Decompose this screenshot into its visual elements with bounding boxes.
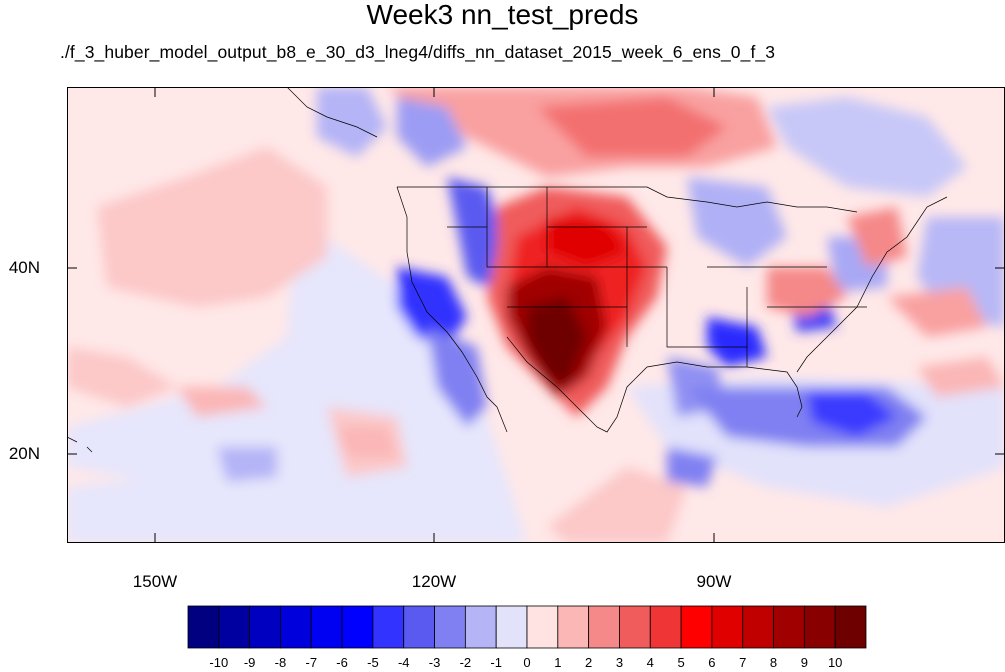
colorbar-swatch	[403, 605, 435, 649]
colorbar-swatch	[341, 605, 374, 649]
colorbar-tick-label: 3	[615, 655, 624, 670]
plot-subtitle: ./f_3_huber_model_output_b8_e_30_d3_lneg…	[60, 42, 776, 62]
coastlines	[67, 87, 948, 453]
colorbar-tick-label: -10	[209, 655, 229, 670]
lat-label-20n: 20N	[8, 444, 40, 463]
colorbar-swatch	[280, 605, 312, 649]
colorbar-tick-label: 4	[646, 655, 654, 670]
colorbar-tick-label: -1	[490, 655, 502, 670]
colorbar-tick-label: 8	[769, 655, 778, 670]
colorbar-tick-label: 6	[708, 655, 716, 670]
colorbar-tick-label: -2	[459, 655, 472, 670]
colorbar-swatch	[803, 605, 836, 649]
colorbar-swatch	[588, 605, 620, 649]
colorbar-swatch	[249, 605, 281, 649]
colorbar-swatch	[711, 605, 744, 649]
colorbar-tick-label: 7	[739, 655, 747, 670]
colorbar-tick-label: -4	[397, 655, 410, 670]
colorbar-tick-label: 2	[585, 655, 593, 670]
axis-ticks	[67, 87, 1005, 543]
colorbar-swatch	[218, 605, 251, 649]
colorbar-swatch	[834, 605, 867, 649]
colorbar-tick-label: 9	[800, 655, 808, 670]
colorbar-tick-label: -3	[428, 655, 441, 670]
lat-label-40n: 40N	[8, 258, 40, 277]
colorbar	[187, 605, 867, 649]
colorbar-swatch	[619, 605, 651, 649]
colorbar-swatch	[680, 605, 713, 649]
colorbar-tick-label: 1	[554, 655, 562, 670]
colorbar-tick-label: -8	[274, 655, 287, 670]
colorbar-tick-label: 10	[827, 655, 843, 670]
plot-title: Week3 nn_test_preds	[366, 0, 639, 30]
lon-label-120w: 120W	[411, 572, 457, 591]
colorbar-swatch	[372, 605, 405, 649]
colorbar-tick-label: -5	[367, 655, 379, 670]
colorbar-tick-label: -6	[336, 655, 348, 670]
colorbar-swatch	[464, 605, 497, 649]
colorbar-tick-label: -7	[305, 655, 318, 670]
colorbar-swatch	[773, 605, 805, 649]
anomaly-field	[67, 87, 1005, 543]
colorbar-swatch	[649, 605, 682, 649]
map-plot	[67, 87, 1005, 543]
colorbar-tick-label: -9	[243, 655, 256, 670]
colorbar-tick-label: 0	[523, 655, 531, 670]
colorbar-swatch	[742, 605, 774, 649]
colorbar-swatch	[187, 605, 220, 649]
lon-label-150w: 150W	[132, 572, 178, 591]
lon-label-90w: 90W	[696, 572, 732, 591]
colorbar-swatch	[495, 605, 528, 649]
colorbar-swatch	[310, 605, 343, 649]
colorbar-swatch	[434, 605, 466, 649]
colorbar-tick-label: 5	[677, 655, 685, 670]
colorbar-swatch	[557, 605, 590, 649]
colorbar-swatch	[526, 605, 559, 649]
